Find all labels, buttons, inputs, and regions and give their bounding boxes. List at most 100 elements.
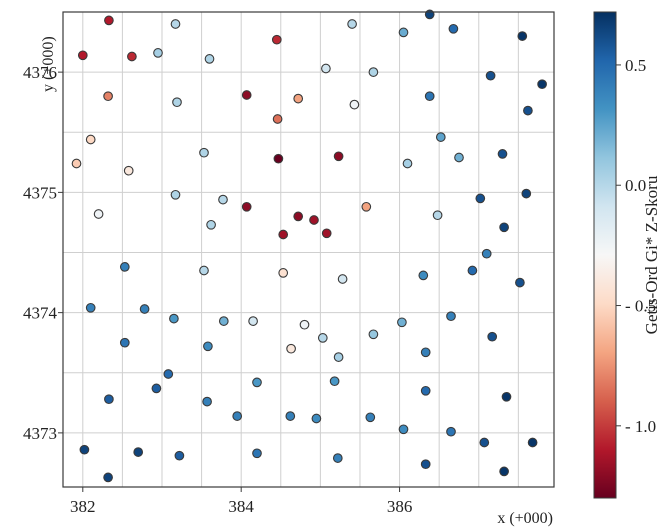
data-point xyxy=(202,396,212,407)
data-point xyxy=(199,147,209,158)
data-point xyxy=(153,48,163,58)
data-point xyxy=(151,383,162,394)
data-point xyxy=(252,448,262,459)
y-tick-label: 4375 xyxy=(23,183,57,202)
data-point xyxy=(293,211,304,222)
data-point xyxy=(119,262,130,272)
data-point xyxy=(273,153,284,164)
data-point xyxy=(123,165,134,176)
data-point xyxy=(93,209,104,219)
data-point xyxy=(170,19,181,29)
data-point xyxy=(293,93,304,104)
y-tick-label: 4374 xyxy=(23,304,58,323)
data-point xyxy=(311,413,322,424)
data-point xyxy=(321,63,331,74)
data-point xyxy=(271,34,282,45)
plot-area xyxy=(63,12,554,487)
axis-ticks: 382 384 386 4373 4374 4375 4376 xyxy=(23,63,412,516)
data-point xyxy=(435,132,446,142)
data-point xyxy=(537,79,547,90)
data-point xyxy=(499,466,509,477)
data-point xyxy=(299,319,310,330)
data-point xyxy=(501,391,512,402)
colorbar-tick-label: - 1.0 xyxy=(625,417,656,436)
data-point xyxy=(424,91,435,102)
data-point xyxy=(172,97,182,108)
data-point xyxy=(467,265,478,276)
data-point xyxy=(163,369,174,379)
data-point xyxy=(517,31,528,41)
data-point xyxy=(285,411,296,421)
data-point xyxy=(317,333,328,343)
data-point xyxy=(475,193,486,204)
colorbar-ticks: 0.5 0.0 - 0.5 - 1.0 xyxy=(616,56,656,436)
colorbar-tick-label: 0.5 xyxy=(625,56,646,75)
data-point xyxy=(85,302,96,313)
data-point xyxy=(241,201,252,212)
data-point xyxy=(448,23,459,34)
data-point xyxy=(349,99,360,110)
data-point xyxy=(278,268,289,278)
data-point xyxy=(499,222,509,233)
data-point xyxy=(487,331,498,342)
data-point xyxy=(446,311,456,322)
data-point xyxy=(479,437,490,448)
x-tick-label: 384 xyxy=(228,497,254,516)
data-point xyxy=(432,210,443,221)
data-point xyxy=(119,337,130,348)
data-point xyxy=(169,313,179,324)
data-point xyxy=(481,248,492,259)
colorbar xyxy=(593,11,617,499)
y-tick-label: 4376 xyxy=(23,63,57,82)
colorbar-label: Getis-Ord Gi* Z-Skoru xyxy=(642,175,661,334)
data-point xyxy=(272,114,283,124)
data-point xyxy=(329,376,340,387)
data-point xyxy=(523,105,533,116)
data-point xyxy=(170,189,181,200)
data-point xyxy=(321,228,332,239)
data-point xyxy=(241,90,252,100)
data-point xyxy=(174,450,185,461)
colorbar-tick-label: 0.0 xyxy=(625,176,646,195)
data-point xyxy=(402,158,413,169)
data-point xyxy=(286,343,296,354)
data-point xyxy=(521,188,532,199)
data-point xyxy=(515,277,525,288)
data-point xyxy=(309,215,319,225)
data-point xyxy=(199,265,209,276)
data-point xyxy=(206,219,216,230)
data-point xyxy=(203,341,213,352)
data-point xyxy=(497,149,508,159)
data-point xyxy=(454,152,464,163)
x-tick-label: 382 xyxy=(70,497,96,516)
data-point xyxy=(420,459,431,470)
data-point xyxy=(337,274,348,284)
data-point xyxy=(418,270,429,281)
data-point xyxy=(420,347,431,358)
data-point xyxy=(398,424,409,435)
data-point xyxy=(103,472,113,483)
data-point xyxy=(139,304,150,314)
data-point xyxy=(71,158,82,169)
data-point xyxy=(252,377,262,388)
data-point xyxy=(127,51,137,62)
data-point xyxy=(204,54,215,64)
data-point xyxy=(248,316,258,326)
data-point xyxy=(77,50,88,61)
data-point xyxy=(79,444,90,455)
data-point xyxy=(333,352,344,362)
data-point xyxy=(398,27,409,38)
data-point xyxy=(218,316,229,326)
data-point xyxy=(361,201,372,212)
x-axis-label: x (+000) xyxy=(497,510,553,527)
data-point xyxy=(218,194,228,205)
data-point xyxy=(365,412,376,423)
x-tick-label: 386 xyxy=(387,497,413,516)
data-point xyxy=(347,19,357,29)
data-point xyxy=(104,15,114,26)
data-point xyxy=(104,394,114,405)
data-point xyxy=(424,9,435,20)
data-point xyxy=(278,229,289,240)
data-points xyxy=(71,9,547,483)
y-axis-label: y (+000) xyxy=(40,36,57,92)
